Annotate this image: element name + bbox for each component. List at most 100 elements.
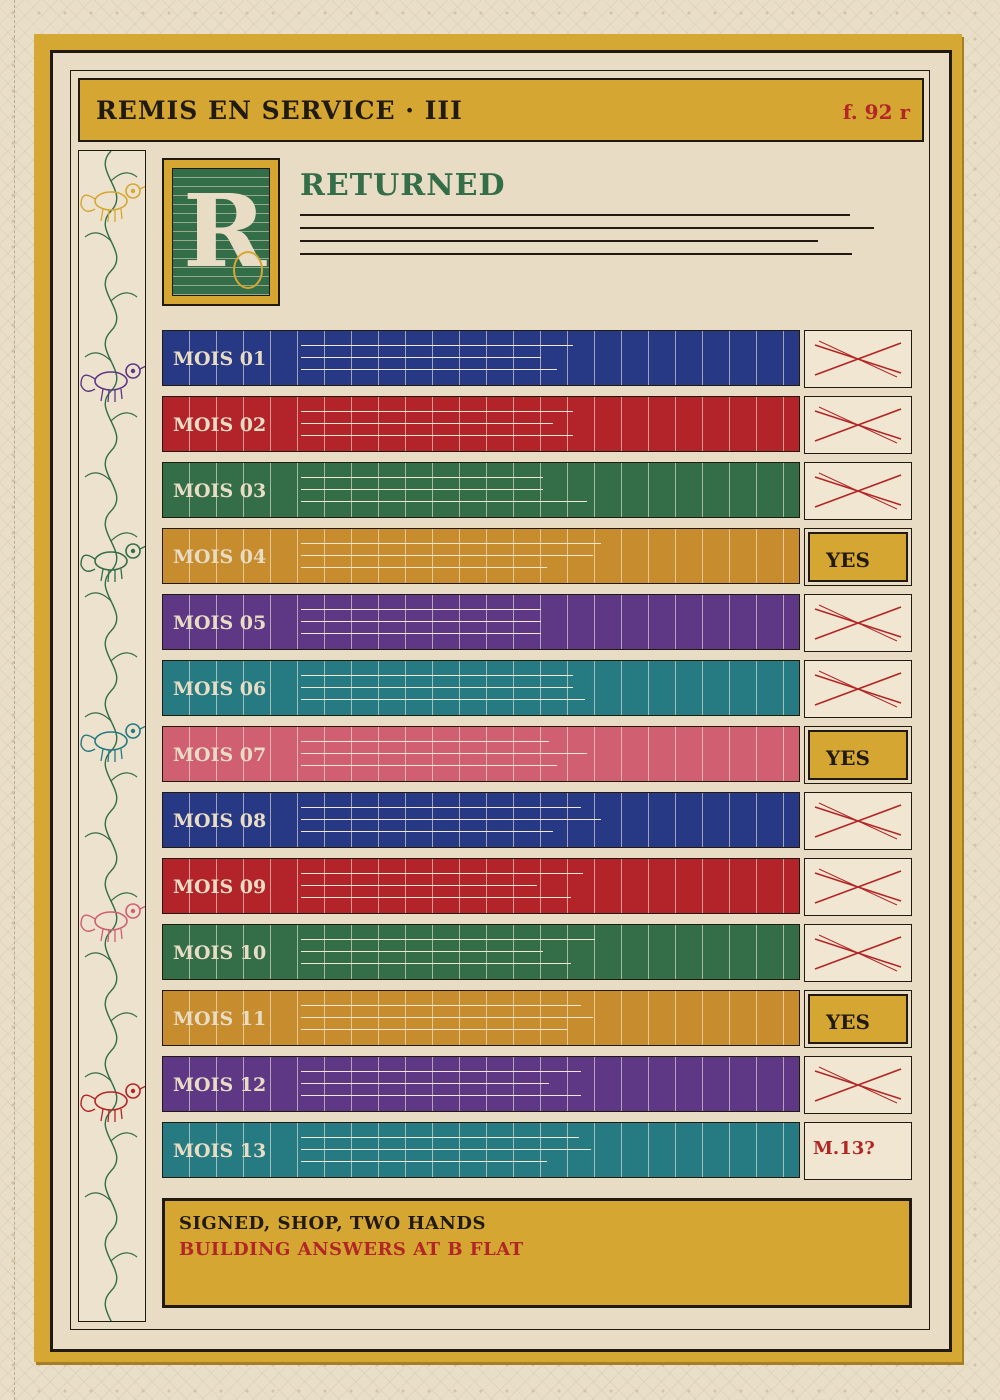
bird-icon <box>80 723 145 763</box>
yes-box: YES <box>804 990 912 1048</box>
ruled-line <box>301 489 543 490</box>
month-row: MOIS 03 <box>162 462 802 520</box>
yes-label: YES <box>826 548 870 572</box>
ruled-line <box>301 831 553 832</box>
cross-mark-icon <box>814 472 902 510</box>
ruled-lines <box>301 741 587 777</box>
month-label: MOIS 05 <box>173 612 267 634</box>
crossed-box <box>804 924 912 982</box>
crossed-box <box>804 858 912 916</box>
ruled-line <box>301 555 593 556</box>
cross-mark-icon <box>814 802 902 840</box>
month-label: MOIS 06 <box>173 678 267 700</box>
page-title: REMIS EN SERVICE · III <box>96 96 463 125</box>
month-bar: MOIS 12 <box>162 1056 800 1112</box>
ruled-line <box>301 897 571 898</box>
ruled-lines <box>301 411 573 447</box>
ruled-line <box>301 411 573 412</box>
month-label: MOIS 12 <box>173 1074 267 1096</box>
vine-leaf <box>110 532 138 542</box>
vine-leaf <box>84 1072 112 1082</box>
month-label: MOIS 10 <box>173 942 267 964</box>
ruled-line <box>301 621 541 622</box>
month-label: MOIS 08 <box>173 810 267 832</box>
month-row: MOIS 13 <box>162 1122 802 1180</box>
ruled-line <box>301 1161 547 1162</box>
ruled-line <box>301 477 543 478</box>
ruled-line <box>301 1017 593 1018</box>
ruled-lines <box>301 939 595 975</box>
ruled-lines <box>301 1071 581 1107</box>
vine-leaf <box>84 832 112 842</box>
ruled-line <box>301 1029 567 1030</box>
ruled-line <box>301 567 547 568</box>
vine-leaf <box>84 952 112 962</box>
yes-box: YES <box>804 528 912 586</box>
ruled-line <box>301 963 571 964</box>
vine-border <box>78 150 146 1322</box>
month-label: MOIS 02 <box>173 414 267 436</box>
yes-stamp: YES <box>808 994 908 1044</box>
bird-icon <box>80 183 145 223</box>
ruled-lines <box>301 1137 591 1173</box>
cross-mark-icon <box>814 406 902 444</box>
cross-mark-icon <box>814 604 902 642</box>
ruled-line <box>301 699 585 700</box>
cross-mark-icon <box>814 868 902 906</box>
ruled-line <box>301 345 573 346</box>
month-row: MOIS 10 <box>162 924 802 982</box>
yes-stamp: YES <box>808 532 908 582</box>
ruled-line <box>301 675 573 676</box>
vine-leaf <box>84 1192 112 1202</box>
ruled-line <box>301 687 573 688</box>
ruled-line <box>301 423 553 424</box>
ruled-lines <box>301 609 541 645</box>
month-bar: MOIS 03 <box>162 462 800 518</box>
vine-leaf <box>110 1132 138 1142</box>
month-label: MOIS 13 <box>173 1140 267 1162</box>
ruled-line <box>301 885 537 886</box>
footer-panel: SIGNED, SHOP, TWO HANDS BUILDING ANSWERS… <box>162 1198 912 1308</box>
ruled-line <box>301 765 557 766</box>
yes-label: YES <box>826 746 870 770</box>
month-bar: MOIS 10 <box>162 924 800 980</box>
bird-icon <box>80 543 145 583</box>
ruled-lines <box>301 1005 593 1041</box>
note-box: M.13? <box>804 1122 912 1180</box>
note-label: M.13? <box>813 1138 875 1159</box>
month-bar: MOIS 02 <box>162 396 800 452</box>
crossed-box <box>804 792 912 850</box>
heading-rule <box>300 214 850 216</box>
ruled-lines <box>301 873 583 909</box>
month-bar: MOIS 01 <box>162 330 800 386</box>
month-bar: MOIS 11 <box>162 990 800 1046</box>
ruled-line <box>301 819 601 820</box>
ruled-line <box>301 633 541 634</box>
month-label: MOIS 09 <box>173 876 267 898</box>
month-row: MOIS 01 <box>162 330 802 388</box>
ruled-line <box>301 1005 581 1006</box>
ruled-lines <box>301 345 573 381</box>
month-row: MOIS 06 <box>162 660 802 718</box>
ruled-line <box>301 435 573 436</box>
ruled-line <box>301 741 549 742</box>
crossed-box <box>804 396 912 454</box>
cross-mark-icon <box>814 934 902 972</box>
ring-ornament <box>233 251 263 289</box>
ruled-line <box>301 357 541 358</box>
ruled-lines <box>301 675 585 711</box>
heading-rule <box>300 227 874 229</box>
crossed-box <box>804 1056 912 1114</box>
vine-leaf <box>110 412 138 422</box>
footer-line-2: BUILDING ANSWERS AT B FLAT <box>179 1239 524 1260</box>
ruled-line <box>301 1071 581 1072</box>
crossed-box <box>804 330 912 388</box>
month-row: MOIS 02 <box>162 396 802 454</box>
bird-icon <box>80 903 145 943</box>
vine-leaf <box>110 1012 138 1022</box>
bird-icon <box>80 1083 145 1123</box>
folio-number: f. 92 r <box>842 100 910 124</box>
heading-rule <box>300 240 818 242</box>
month-label: MOIS 01 <box>173 348 267 370</box>
yes-box: YES <box>804 726 912 784</box>
